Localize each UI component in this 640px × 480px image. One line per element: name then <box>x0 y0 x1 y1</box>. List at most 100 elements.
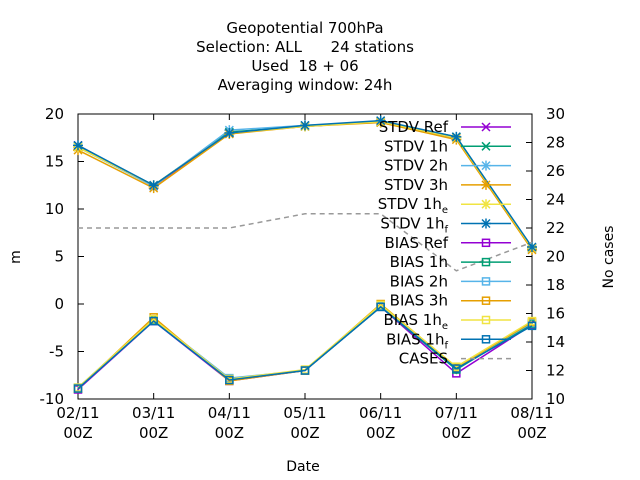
legend-label: STDV Ref <box>379 118 449 136</box>
legend-label: STDV 1h <box>384 137 448 155</box>
x-axis-label: Date <box>286 459 319 475</box>
y-tick-label: 20 <box>45 105 64 123</box>
data-point <box>73 140 83 151</box>
series-line <box>77 121 533 250</box>
legend-item: CASES <box>399 350 511 368</box>
y2-tick-label: 20 <box>546 248 565 266</box>
series-stdv-3h <box>73 117 537 255</box>
title-line: Geopotential 700hPa <box>226 19 383 37</box>
legend-label: STDV 1hf <box>380 215 448 236</box>
data-point <box>452 364 461 373</box>
data-point <box>376 302 385 312</box>
data-point <box>149 316 158 326</box>
series-line <box>77 305 533 390</box>
legend-label: BIAS Ref <box>384 234 448 252</box>
y2-tick-label: 10 <box>546 390 565 408</box>
title-line: Averaging window: 24h <box>218 76 393 94</box>
legend-item: BIAS Ref <box>384 234 511 252</box>
legend-marker <box>481 122 491 132</box>
data-point <box>375 115 386 126</box>
plot-area <box>77 113 533 400</box>
y2-tick-label: 30 <box>546 105 565 123</box>
y-tick-label: -10 <box>40 390 65 408</box>
y2-tick-label: 28 <box>546 134 565 152</box>
x-tick-label: 00Z <box>139 424 168 442</box>
title-line: Selection: ALL 24 stations <box>196 38 414 56</box>
x-tick-label: 05/11 <box>283 404 326 422</box>
legend-marker <box>481 277 491 286</box>
y2-tick-label: 26 <box>546 162 565 180</box>
x-tick-label: 07/11 <box>435 404 478 422</box>
legend-item: STDV 1he <box>378 195 511 216</box>
legend-item: STDV 2h <box>384 157 511 175</box>
legend-label: BIAS 1hf <box>386 330 448 351</box>
y2-tick-label: 14 <box>546 333 565 351</box>
series-bias-2h <box>73 301 537 392</box>
legend-label: STDV 2h <box>384 157 448 175</box>
series-line <box>78 213 533 272</box>
legend-label: CASES <box>399 350 448 368</box>
x-tick-label: 06/11 <box>359 404 402 422</box>
y-tick-label: 0 <box>54 295 64 313</box>
series-line <box>77 305 533 390</box>
y2-axis: 10 12 14 16 18 20 22 24 26 28 30 <box>526 105 565 408</box>
series-line <box>77 303 533 390</box>
legend-item: STDV 3h <box>384 176 511 194</box>
data-point <box>73 384 83 393</box>
x-tick-label: 03/11 <box>132 404 175 422</box>
data-point <box>527 242 537 252</box>
y2-tick-label: 22 <box>546 219 565 237</box>
y-axis: -10 -5 0 5 10 15 20 <box>40 105 84 408</box>
x-tick-label: 00Z <box>366 424 395 442</box>
x-tick-label: 00Z <box>442 424 471 442</box>
data-point <box>224 128 235 138</box>
y-tick-label: 15 <box>45 153 64 171</box>
legend-label: BIAS 1he <box>384 311 448 332</box>
series-stdv-2h <box>73 117 537 254</box>
series-layer <box>73 115 537 394</box>
legend-marker <box>481 257 491 267</box>
title-line: Used 18 + 06 <box>251 57 358 75</box>
legend-item: STDV 1hf <box>380 215 511 236</box>
legend-marker <box>481 315 491 325</box>
y-tick-label: 5 <box>54 248 64 266</box>
x-axis: 02/11 00Z 03/11 00Z 04/11 00Z 05/11 00Z 06/11 00Z… <box>56 114 554 442</box>
data-point <box>300 120 310 131</box>
data-point <box>451 131 462 142</box>
y2-axis-label: No cases <box>601 226 617 289</box>
x-tick-label: 00Z <box>215 424 244 442</box>
x-tick-label: 00Z <box>517 424 546 442</box>
legend-item: STDV 1h <box>384 137 511 155</box>
legend-marker <box>481 160 491 171</box>
series-cases <box>78 213 533 272</box>
data-point <box>148 180 159 191</box>
legend-marker <box>481 199 491 210</box>
x-tick-label: 04/11 <box>208 404 251 422</box>
data-point <box>300 366 310 375</box>
legend-marker <box>481 296 491 305</box>
x-tick-label: 08/11 <box>510 404 553 422</box>
legend-marker <box>481 179 491 190</box>
legend-marker <box>481 141 491 151</box>
y2-tick-label: 12 <box>546 362 565 380</box>
y2-tick-label: 24 <box>546 191 565 209</box>
legend-item: BIAS 1he <box>384 311 511 332</box>
legend-marker <box>481 218 491 229</box>
legend-item: BIAS 1h <box>390 253 511 271</box>
legend-label: STDV 1he <box>378 195 448 216</box>
legend-label: BIAS 1h <box>390 253 448 271</box>
series-stdv-1hf <box>73 115 537 252</box>
series-bias-ref <box>73 302 537 394</box>
y-tick-label: 10 <box>45 200 64 218</box>
legend-label: BIAS 2h <box>390 272 448 290</box>
legend-label: STDV 3h <box>384 176 448 194</box>
legend-item: BIAS 3h <box>390 292 511 310</box>
legend-item: STDV Ref <box>379 118 511 136</box>
series-line <box>77 121 533 251</box>
data-point <box>225 375 234 385</box>
series-bias-1h <box>73 302 537 393</box>
y-axis-label: m <box>8 250 24 264</box>
series-bias-1he <box>73 300 537 392</box>
